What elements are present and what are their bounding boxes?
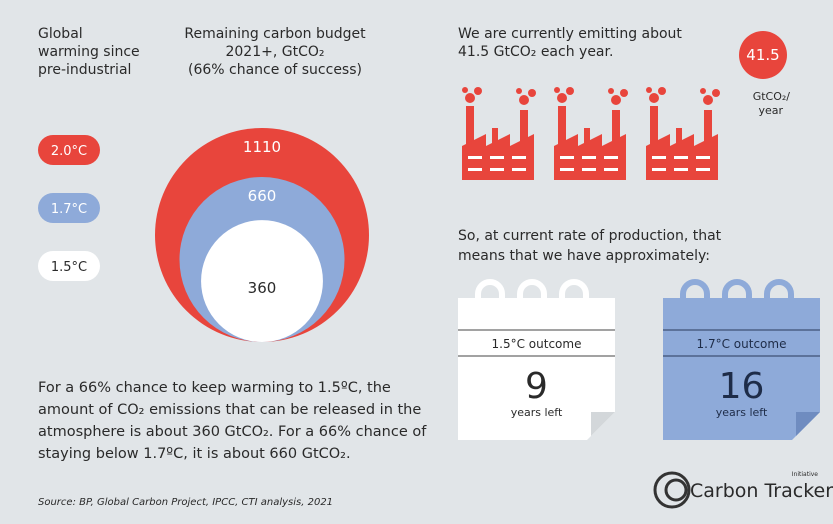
infographic: Global warming since pre-industrial Rema… — [0, 0, 833, 524]
outcome-unit: years left — [511, 406, 563, 419]
rate-unit: year — [758, 104, 783, 117]
header-line: 2021+, GtCO₂ — [225, 44, 324, 60]
outcome-label: 1.7°C outcome — [697, 337, 787, 351]
body-line: staying below 1.7ºC, it is about 660 GtC… — [38, 446, 351, 462]
scenario-label: 1.7°C — [51, 202, 87, 217]
body-line: amount of CO₂ emissions that can be rele… — [38, 402, 421, 418]
outcome-years: 16 — [719, 366, 765, 407]
budget-label: 660 — [248, 187, 277, 205]
rate-value: 41.5 — [746, 46, 779, 64]
header-line: (66% chance of success) — [188, 62, 362, 78]
body-line: For a 66% chance to keep warming to 1.5º… — [38, 380, 391, 396]
source: Source: BP, Global Carbon Project, IPCC,… — [38, 497, 333, 508]
logo-tag: Initiative — [792, 471, 819, 478]
header-line: Remaining carbon budget — [184, 26, 366, 42]
scenario-label: 1.5°C — [51, 260, 87, 275]
scenario-pills: 2.0°C 1.7°C 1.5°C — [38, 135, 100, 281]
header-line: Global — [38, 26, 83, 42]
header-line: warming since — [38, 44, 140, 60]
conclusion-line: So, at current rate of production, that — [458, 228, 722, 244]
rate-unit: GtCO₂/ — [753, 90, 791, 103]
emissions-line: 41.5 GtCO₂ each year. — [458, 44, 613, 60]
budget-label: 360 — [248, 279, 277, 297]
emissions-line: We are currently emitting about — [458, 26, 682, 42]
budget-circles: 1110 660 360 — [155, 128, 369, 342]
logo-name: Carbon Tracker — [690, 480, 833, 502]
scenario-label: 2.0°C — [51, 144, 87, 159]
conclusion-line: means that we have approximately: — [458, 248, 710, 264]
outcome-years: 9 — [525, 366, 548, 407]
budget-label: 1110 — [243, 138, 281, 156]
outcome-unit: years left — [716, 406, 768, 419]
header-line: pre-industrial — [38, 62, 131, 78]
body-line: atmosphere is about 360 GtCO₂. For a 66%… — [38, 424, 427, 440]
outcome-label: 1.5°C outcome — [492, 337, 582, 351]
